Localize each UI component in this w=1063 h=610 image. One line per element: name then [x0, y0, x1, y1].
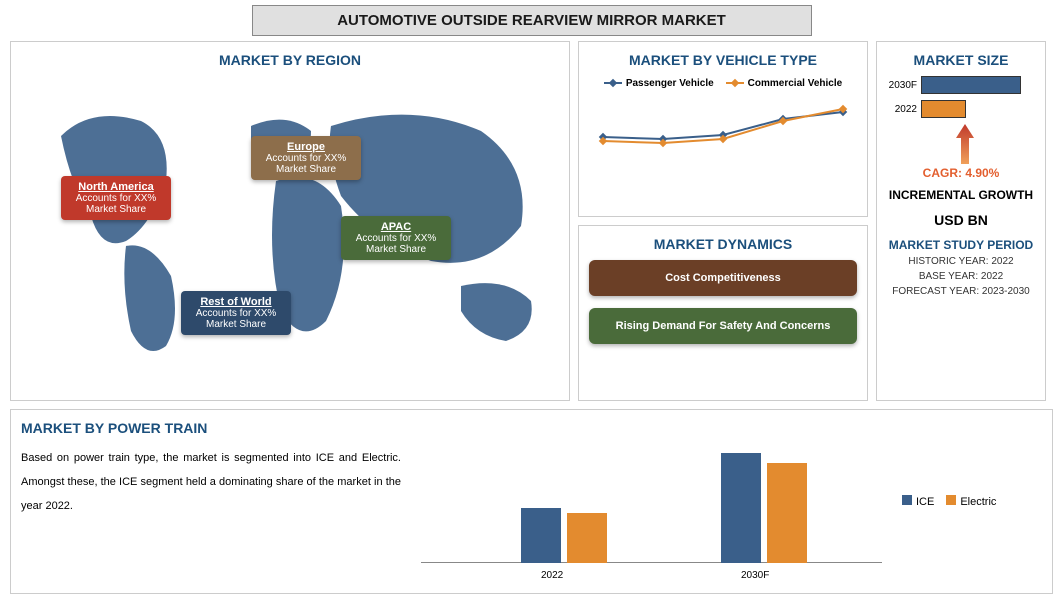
bar-electric [567, 513, 607, 563]
legend-item: .legend-marker[style*='#3a5f8a']::before… [604, 78, 714, 89]
dynamics-pill: Cost Competitiveness [589, 260, 857, 296]
x-label: 2022 [541, 570, 563, 581]
vehicle-legend: .legend-marker[style*='#3a5f8a']::before… [589, 76, 857, 89]
powertrain-heading: MARKET BY POWER TRAIN [21, 420, 401, 436]
world-map-svg [31, 86, 561, 386]
dynamics-pill: Rising Demand For Safety And Concerns [589, 308, 857, 344]
size-heading: MARKET SIZE [887, 52, 1035, 68]
mid-column: MARKET BY VEHICLE TYPE .legend-marker[st… [578, 41, 868, 401]
legend-row: ICEElectric [902, 495, 1042, 508]
legend-item: .legend-marker[style*='#e38b2f']::before… [726, 78, 843, 89]
region-label: APACAccounts for XX%Market Share [341, 216, 451, 260]
dynamics-heading: MARKET DYNAMICS [589, 236, 857, 252]
study-period-heading: MARKET STUDY PERIOD [887, 238, 1035, 252]
study-line: BASE YEAR: 2022 [887, 271, 1035, 282]
world-map: North AmericaAccounts for XX%Market Shar… [21, 76, 559, 386]
dynamics-panel: MARKET DYNAMICS Cost Competitiveness Risi… [578, 225, 868, 401]
size-bar-row: 2022 [887, 100, 1035, 118]
unit-text: USD BN [887, 212, 1035, 228]
cagr-text: CAGR: 4.90% [887, 166, 1035, 180]
vehicle-line-chart [589, 97, 857, 177]
powertrain-panel: MARKET BY POWER TRAIN Based on power tra… [10, 409, 1053, 594]
page-title: AUTOMOTIVE OUTSIDE REARVIEW MIRROR MARKE… [252, 5, 812, 36]
powertrain-text: Based on power train type, the market is… [21, 446, 401, 519]
market-size-panel: MARKET SIZE 2030F 2022 CAGR: 4.90% INCREM… [876, 41, 1046, 401]
bar-ice [721, 453, 761, 563]
right-column: MARKET SIZE 2030F 2022 CAGR: 4.90% INCREM… [876, 41, 1046, 401]
vehicle-panel: MARKET BY VEHICLE TYPE .legend-marker[st… [578, 41, 868, 217]
main-grid: MARKET BY REGION North AmericaAccounts f… [0, 41, 1063, 401]
growth-arrow-icon [956, 124, 974, 164]
region-label: Rest of WorldAccounts for XX%Market Shar… [181, 291, 291, 335]
incremental-growth-title: INCREMENTAL GROWTH [887, 188, 1035, 202]
powertrain-legend: ICEElectric [902, 420, 1042, 583]
vehicle-heading: MARKET BY VEHICLE TYPE [589, 52, 857, 68]
study-line: FORECAST YEAR: 2023-2030 [887, 286, 1035, 297]
bar-ice [521, 508, 561, 563]
bar-group [521, 508, 607, 563]
study-line: HISTORIC YEAR: 2022 [887, 256, 1035, 267]
region-label: EuropeAccounts for XX%Market Share [251, 136, 361, 180]
bar-electric [767, 463, 807, 563]
x-axis [421, 562, 882, 563]
region-panel: MARKET BY REGION North AmericaAccounts f… [10, 41, 570, 401]
region-label: North AmericaAccounts for XX%Market Shar… [61, 176, 171, 220]
bar-group [721, 453, 807, 563]
x-label: 2030F [741, 570, 769, 581]
size-bar-row: 2030F [887, 76, 1035, 94]
powertrain-bar-chart: 2022 2030F [401, 420, 902, 583]
region-heading: MARKET BY REGION [21, 52, 559, 68]
